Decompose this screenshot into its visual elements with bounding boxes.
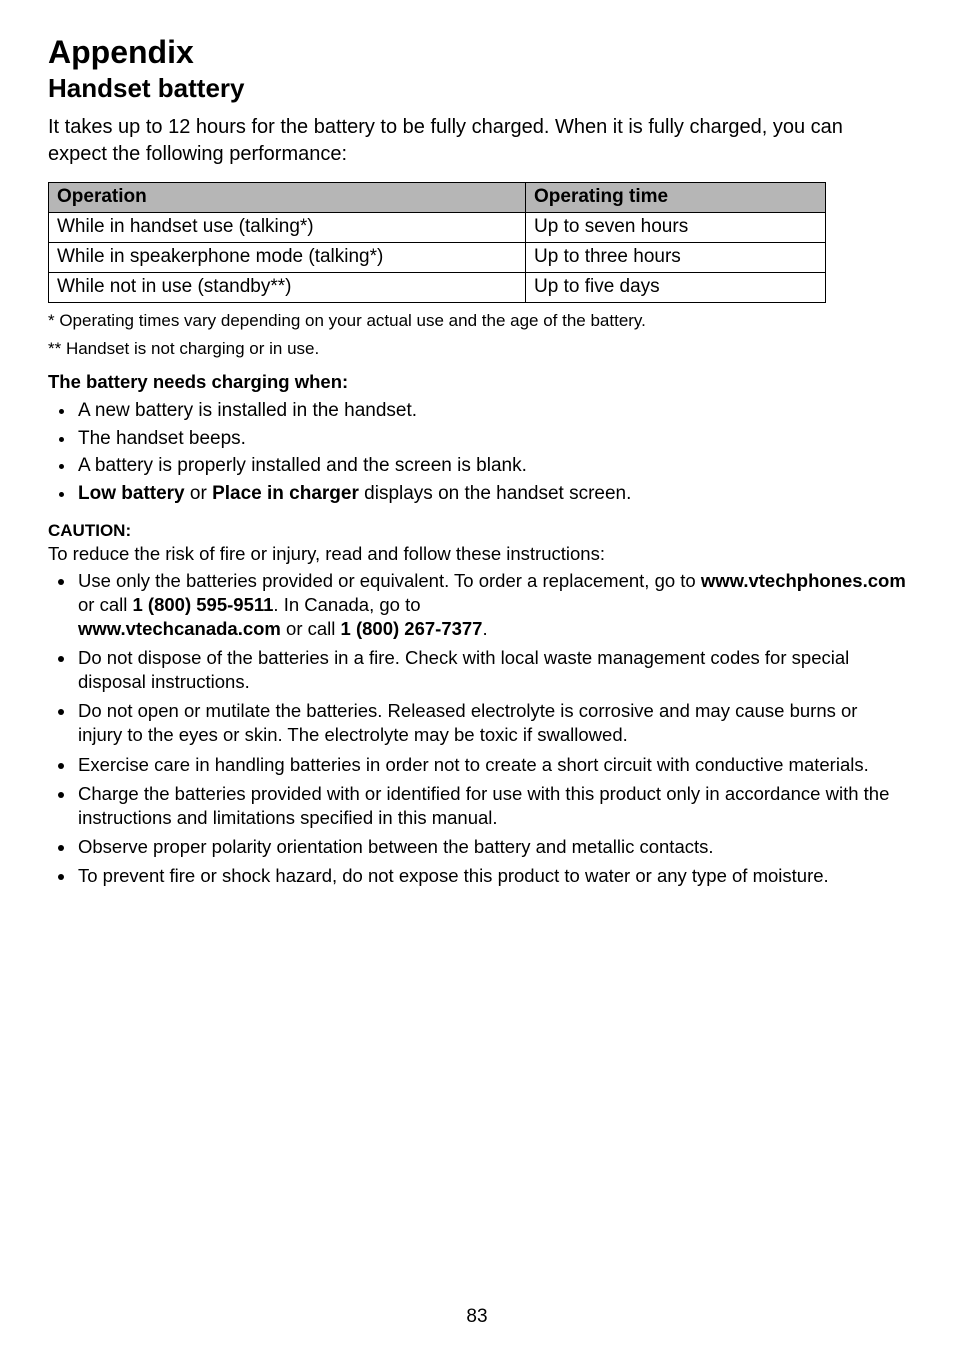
table-row: While not in use (standby**) Up to five … [49,273,826,303]
text: or [185,483,212,504]
charging-list: A new battery is installed in the handse… [48,397,906,507]
phone-us: 1 (800) 595-9511 [133,594,274,615]
list-item: A new battery is installed in the handse… [76,397,906,425]
list-item: A battery is properly installed and the … [76,452,906,480]
cell-time: Up to five days [526,273,826,303]
low-battery-label: Low battery [78,483,185,504]
text: or call [281,618,341,639]
text: Use only the batteries provided or equiv… [78,570,701,591]
place-in-charger-label: Place in charger [212,483,359,504]
caution-list: Use only the batteries provided or equiv… [48,569,906,888]
page-number: 83 [0,1306,954,1328]
list-item: Exercise care in handling batteries in o… [76,753,906,777]
col-header-operation: Operation [49,183,526,213]
intro-paragraph: It takes up to 12 hours for the battery … [48,114,906,168]
url-vtechphones: www.vtechphones.com [701,570,906,591]
text: . In Canada, go to [273,594,420,615]
text: displays on the handset screen. [359,483,632,504]
table-header-row: Operation Operating time [49,183,826,213]
section-title: Handset battery [48,73,906,104]
caution-intro: To reduce the risk of fire or injury, re… [48,543,906,565]
list-item: Observe proper polarity orientation betw… [76,835,906,859]
list-item: To prevent fire or shock hazard, do not … [76,864,906,888]
cell-operation: While in handset use (talking*) [49,213,526,243]
footnote-2: ** Handset is not charging or in use. [48,339,906,359]
charging-heading: The battery needs charging when: [48,371,906,393]
operating-time-table: Operation Operating time While in handse… [48,182,826,303]
cell-time: Up to seven hours [526,213,826,243]
list-item: The handset beeps. [76,425,906,453]
url-vtechcanada: www.vtechcanada.com [78,618,281,639]
text: or call [78,594,133,615]
cell-time: Up to three hours [526,243,826,273]
list-item: Do not open or mutilate the batteries. R… [76,699,906,747]
col-header-time: Operating time [526,183,826,213]
cell-operation: While not in use (standby**) [49,273,526,303]
table-row: While in speakerphone mode (talking*) Up… [49,243,826,273]
text: . [482,618,487,639]
list-item: Use only the batteries provided or equiv… [76,569,906,641]
phone-ca: 1 (800) 267-7377 [341,618,483,639]
document-page: Appendix Handset battery It takes up to … [0,0,954,1354]
list-item: Low battery or Place in charger displays… [76,480,906,508]
list-item: Do not dispose of the batteries in a fir… [76,646,906,694]
caution-label: CAUTION: [48,521,906,541]
footnote-1: * Operating times vary depending on your… [48,311,906,331]
table-row: While in handset use (talking*) Up to se… [49,213,826,243]
list-item: Charge the batteries provided with or id… [76,782,906,830]
appendix-title: Appendix [48,34,906,71]
cell-operation: While in speakerphone mode (talking*) [49,243,526,273]
